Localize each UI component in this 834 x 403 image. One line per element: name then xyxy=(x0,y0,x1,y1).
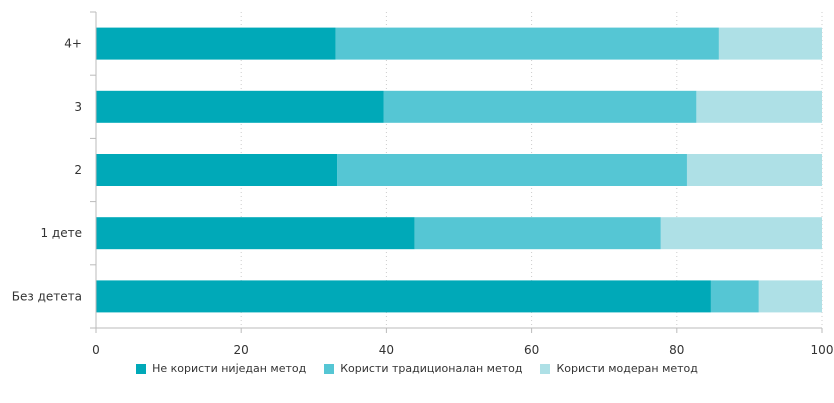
bar-segment-0-2 xyxy=(718,27,822,60)
x-tick-label-1: 20 xyxy=(234,343,249,357)
legend-item-no-method: Не користи ниједан метод xyxy=(136,362,306,375)
bar-segment-1-1 xyxy=(383,90,697,123)
legend-swatch xyxy=(324,363,335,374)
bar-segment-0-0 xyxy=(96,27,336,60)
bar-segment-3-0 xyxy=(96,217,415,250)
legend-label: Не користи ниједан метод xyxy=(152,362,307,375)
legend-item-traditional-method: Користи традиционалан метод xyxy=(324,362,522,375)
x-tick-labels: 0 20 40 60 80 100 xyxy=(92,343,833,357)
legend-label: Користи модеран метод xyxy=(556,362,698,375)
bar-segment-4-1 xyxy=(710,280,759,313)
category-label-1: 3 xyxy=(74,100,82,114)
x-tick-label-0: 0 xyxy=(92,343,100,357)
bar-segment-1-0 xyxy=(96,90,384,123)
axes xyxy=(90,11,823,333)
legend-label: Користи традиционалан метод xyxy=(340,362,523,375)
category-label-2: 2 xyxy=(74,163,82,177)
bar-segment-4-0 xyxy=(96,280,711,313)
bar-segment-3-1 xyxy=(414,217,661,250)
bar-segment-2-1 xyxy=(337,154,687,186)
category-label-3: 1 дете xyxy=(40,226,82,240)
x-tick-label-3: 60 xyxy=(524,343,539,357)
bar-segment-3-2 xyxy=(660,217,822,250)
grid-lines xyxy=(240,12,823,328)
legend-swatch xyxy=(540,363,551,374)
bar-segment-4-2 xyxy=(758,280,822,313)
x-tick-label-5: 100 xyxy=(811,343,834,357)
x-tick-label-4: 80 xyxy=(669,343,684,357)
stacked-bar-chart: 0 20 40 60 80 100 4+ 3 2 1 дете Без детета xyxy=(12,11,833,357)
y-category-labels: 4+ 3 2 1 дете Без детета xyxy=(12,37,82,304)
legend-swatch xyxy=(136,363,147,374)
bar-segment-2-0 xyxy=(96,154,338,186)
bar-segment-0-1 xyxy=(335,27,719,60)
x-tick-label-2: 40 xyxy=(379,343,394,357)
bars xyxy=(96,27,822,313)
legend-item-modern-method: Користи модеран метод xyxy=(540,362,698,375)
category-label-4: Без детета xyxy=(12,289,82,303)
category-label-0: 4+ xyxy=(64,37,82,51)
legend: Не користи ниједан метод Користи традици… xyxy=(0,362,834,375)
bar-segment-1-2 xyxy=(696,90,822,123)
bar-segment-2-2 xyxy=(686,154,822,186)
